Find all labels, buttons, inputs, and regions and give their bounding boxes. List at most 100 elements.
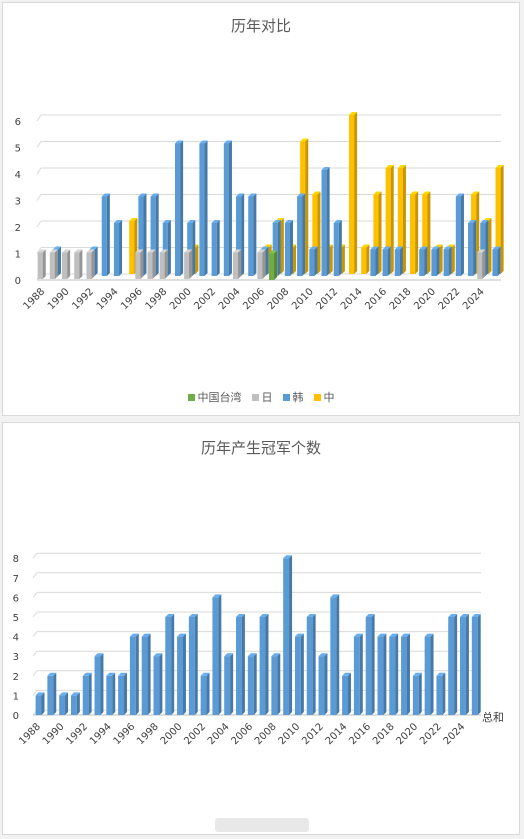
bar-front bbox=[373, 194, 379, 274]
bar-side bbox=[262, 249, 266, 279]
bar-front bbox=[35, 695, 42, 715]
bar-side bbox=[265, 614, 269, 715]
bar-top bbox=[162, 220, 171, 223]
bar-top bbox=[294, 633, 304, 637]
bar-top bbox=[49, 249, 58, 253]
bar bbox=[361, 244, 370, 274]
bar-side bbox=[265, 246, 269, 276]
bar-top bbox=[147, 249, 156, 253]
bar-top bbox=[342, 672, 352, 676]
bar-front bbox=[236, 617, 242, 715]
gridline bbox=[32, 631, 38, 637]
bar-top bbox=[300, 138, 309, 142]
bar-front bbox=[284, 223, 291, 276]
bar bbox=[477, 249, 486, 279]
bar-top bbox=[86, 249, 95, 253]
bar-top bbox=[224, 653, 234, 657]
x-tick-label: 2000 bbox=[159, 721, 185, 747]
bar bbox=[370, 246, 379, 276]
gridline bbox=[32, 611, 38, 618]
bar-top bbox=[365, 614, 375, 617]
bar bbox=[35, 692, 45, 715]
bar bbox=[318, 653, 328, 715]
bar-top bbox=[412, 672, 422, 676]
bar-side bbox=[180, 140, 184, 276]
bar-top bbox=[424, 633, 434, 637]
bar-side bbox=[354, 112, 358, 274]
bar bbox=[247, 653, 257, 715]
gridline bbox=[32, 690, 38, 696]
bar-front bbox=[443, 249, 449, 276]
bar-top bbox=[269, 250, 278, 254]
bar-side bbox=[155, 193, 159, 276]
bar-front bbox=[118, 675, 125, 715]
bar-side bbox=[241, 193, 245, 276]
bar-side bbox=[390, 165, 394, 274]
bar bbox=[135, 249, 144, 279]
bar bbox=[147, 249, 156, 279]
bar-front bbox=[370, 249, 376, 276]
bar-front bbox=[385, 168, 391, 274]
y-tick-label: 4 bbox=[13, 633, 19, 644]
bar-front bbox=[257, 252, 263, 279]
x-tick-label: 2024 bbox=[442, 721, 468, 747]
bar-side bbox=[488, 218, 492, 274]
bar-front bbox=[492, 249, 498, 276]
bar-side bbox=[359, 633, 363, 715]
bar-front bbox=[330, 597, 337, 715]
bar-top bbox=[89, 246, 98, 250]
bar-top bbox=[200, 672, 210, 676]
chart-panel-champion-count: 历年产生冠军个数 0 1 2 3 4 5 6 7 8 1988 1990 1992 1994 1996 19… bbox=[2, 422, 520, 835]
bar-side bbox=[67, 249, 71, 279]
y-tick-label: 5 bbox=[15, 144, 21, 155]
gridline bbox=[32, 592, 38, 598]
y-tick-label: 1 bbox=[13, 691, 19, 702]
bar-side bbox=[329, 244, 333, 274]
bar-top bbox=[174, 140, 184, 144]
bar bbox=[141, 633, 151, 715]
y-tick-label: 0 bbox=[13, 711, 19, 722]
bar-side bbox=[277, 653, 281, 715]
bar-top bbox=[129, 633, 139, 637]
bar-front bbox=[174, 143, 181, 276]
bar-front bbox=[159, 252, 165, 279]
bar-top bbox=[495, 165, 504, 168]
bar-side bbox=[338, 220, 342, 276]
bar bbox=[101, 193, 110, 276]
bar-side bbox=[195, 244, 199, 274]
bar bbox=[129, 633, 139, 715]
bar-front bbox=[394, 249, 400, 276]
bar-front bbox=[318, 656, 325, 715]
bar bbox=[283, 555, 293, 715]
x-tick-label: 1998 bbox=[135, 721, 161, 747]
x-tick-label: 1994 bbox=[95, 286, 121, 312]
bar-top bbox=[188, 614, 198, 617]
bar-front bbox=[436, 675, 443, 715]
bar bbox=[431, 246, 440, 276]
bar-side bbox=[497, 246, 501, 276]
bar bbox=[199, 140, 208, 276]
bar-top bbox=[62, 249, 71, 253]
bar bbox=[401, 633, 410, 715]
bar-front bbox=[397, 168, 403, 274]
legend-swatch bbox=[313, 393, 321, 401]
bar-top bbox=[471, 614, 481, 617]
bar bbox=[86, 249, 95, 279]
bar-side bbox=[424, 246, 428, 276]
bar-top bbox=[321, 167, 330, 170]
bar-front bbox=[211, 223, 217, 276]
bar-side bbox=[290, 220, 294, 276]
bar-front bbox=[165, 617, 172, 715]
bar-front bbox=[271, 656, 278, 715]
gridline bbox=[36, 220, 42, 228]
gridline bbox=[32, 650, 38, 657]
bar bbox=[272, 220, 281, 276]
y-tick-label: 1 bbox=[15, 250, 21, 261]
bar-front bbox=[312, 194, 318, 274]
bar-top bbox=[118, 672, 128, 676]
bar-front bbox=[129, 636, 136, 715]
bar-top bbox=[455, 193, 464, 197]
bar-front bbox=[297, 196, 303, 276]
bar-front bbox=[448, 617, 455, 715]
gridline bbox=[32, 552, 38, 559]
